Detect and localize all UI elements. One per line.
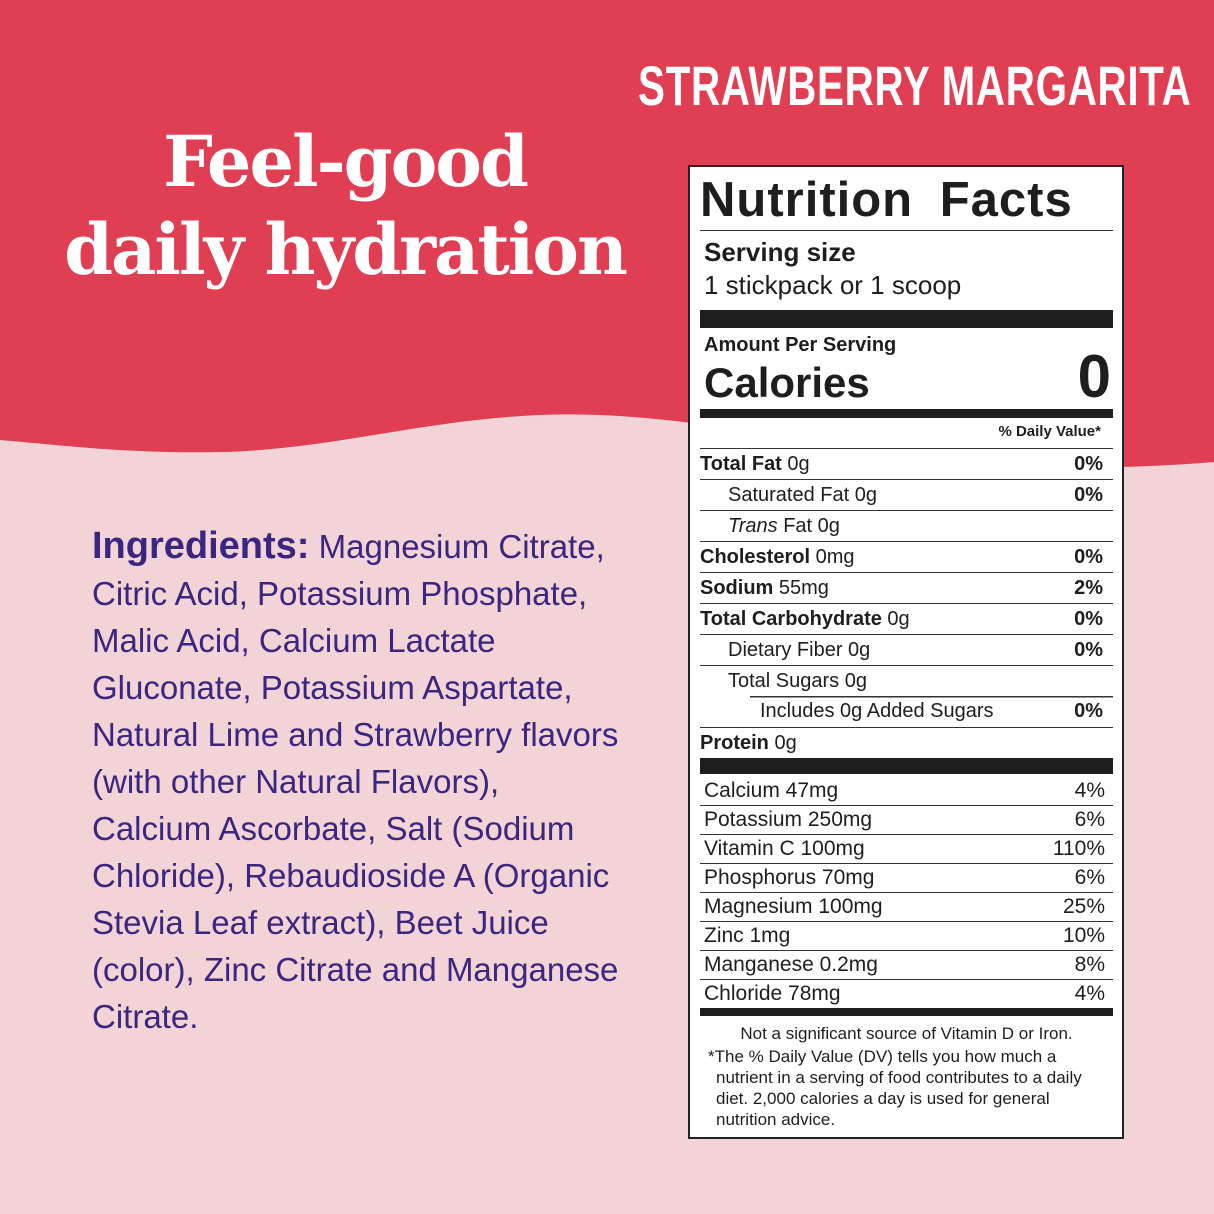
mineral-row: Calcium 47mg 4%	[700, 776, 1113, 805]
mineral-name: Chloride 78mg	[704, 982, 841, 1005]
footnote-daily-value: *The % Daily Value (DV) tells you how mu…	[708, 1047, 1082, 1129]
mineral-name: Phosphorus 70mg	[704, 866, 875, 889]
nutrient-amount: Saturated Fat 0g	[728, 483, 877, 506]
nutrient-amount: 0g	[768, 731, 797, 754]
nutrient-name: Saturated Fat 0g	[728, 484, 877, 507]
mineral-name: Zinc 1mg	[704, 924, 791, 947]
nutrient-name: Dietary Fiber 0g	[728, 639, 870, 662]
mineral-row: Zinc 1mg 10%	[700, 921, 1113, 950]
nutrient-bold-name: Cholesterol	[700, 545, 811, 568]
nutrient-amount: Total Sugars 0g	[728, 669, 867, 692]
mineral-row: Manganese 0.2mg 8%	[700, 950, 1113, 979]
nutrient-daily-value: 0%	[1074, 452, 1103, 475]
headline: Feel-good daily hydration	[40, 118, 650, 294]
headline-line-1: Feel-good	[163, 120, 529, 203]
nutrient-daily-value: 0%	[1074, 483, 1103, 506]
mineral-daily-value: 4%	[1074, 982, 1105, 1005]
nutrition-facts-label: Nutrition Facts Serving size 1 stickpack…	[688, 165, 1124, 1139]
daily-value-header: % Daily Value*	[998, 423, 1101, 440]
headline-line-2: daily hydration	[64, 208, 628, 291]
nutrient-amount: Includes 0g Added Sugars	[760, 700, 994, 722]
mineral-row: Phosphorus 70mg 6%	[700, 863, 1113, 892]
ingredients-list: Magnesium Citrate, Citric Acid, Potassiu…	[92, 528, 619, 1035]
nutrient-row: Trans Fat 0g	[700, 510, 1113, 541]
nutrient-name: Includes 0g Added Sugars	[760, 700, 994, 723]
serving-size-value: 1 stickpack or 1 scoop	[704, 270, 962, 300]
thick-divider	[700, 758, 1113, 774]
thick-divider	[700, 310, 1113, 328]
nutrient-daily-value: 2%	[1074, 576, 1103, 599]
nutrient-amount: 55mg	[773, 576, 829, 599]
mineral-daily-value: 6%	[1074, 808, 1105, 831]
mineral-rows: Calcium 47mg 4% Potassium 250mg 6% Vitamin C…	[700, 776, 1113, 1008]
nutrient-daily-value: 0%	[1074, 700, 1103, 722]
serving-size-label: Serving size	[704, 237, 856, 267]
mineral-daily-value: 110%	[1052, 837, 1105, 860]
mineral-row: Potassium 250mg 6%	[700, 805, 1113, 834]
nutrient-bold-name: Protein	[700, 731, 769, 754]
nutrition-facts-title: Nutrition Facts	[700, 173, 1073, 227]
nutrient-bold-name: Sodium	[700, 576, 774, 599]
nutrient-italic-name: Trans	[728, 514, 778, 537]
nutrient-amount: Fat 0g	[777, 514, 840, 537]
nutrient-row: Includes 0g Added Sugars 0%	[700, 696, 1113, 727]
mineral-name: Calcium 47mg	[704, 778, 839, 802]
nutrient-daily-value: 0%	[1074, 607, 1103, 630]
nutrient-row: Sodium 55mg 2%	[700, 572, 1113, 603]
mineral-daily-value: 8%	[1074, 953, 1105, 976]
mineral-daily-value: 4%	[1074, 778, 1105, 802]
calories-label: Calories	[704, 359, 870, 406]
nutrient-amount: 0g	[881, 607, 910, 630]
footnote-not-significant: Not a significant source of Vitamin D or…	[740, 1024, 1073, 1043]
calories-row: Calories 0	[700, 347, 1113, 407]
nutrient-bold-name: Total Carbohydrate	[700, 607, 882, 630]
nutrient-bold-name: Total Fat	[700, 452, 782, 475]
ingredients-text: Ingredients: Magnesium Citrate, Citric A…	[92, 523, 622, 1040]
nutrient-name: Cholesterol 0mg	[700, 546, 855, 569]
nutrient-row: Protein 0g	[700, 727, 1113, 758]
mineral-row: Vitamin C 100mg 110%	[700, 834, 1113, 863]
mineral-name: Vitamin C 100mg	[704, 837, 865, 860]
nutrient-amount: 0g	[781, 452, 810, 475]
nutrient-amount: Dietary Fiber 0g	[728, 638, 871, 661]
nutrient-row: Total Carbohydrate 0g 0%	[700, 603, 1113, 634]
mineral-name: Potassium 250mg	[704, 808, 873, 831]
divider	[700, 230, 1113, 231]
mineral-name: Magnesium 100mg	[704, 895, 883, 918]
ingredients-label: Ingredients:	[92, 525, 310, 567]
nutrient-name: Trans Fat 0g	[728, 515, 840, 538]
nutrient-name: Total Sugars 0g	[728, 670, 867, 693]
nutrient-daily-value: 0%	[1074, 545, 1103, 568]
nutrient-rows: Total Fat 0g 0% Saturated Fat 0g 0% Trans Fa…	[700, 448, 1113, 758]
nutrient-row: Dietary Fiber 0g 0%	[700, 634, 1113, 665]
mineral-row: Chloride 78mg 4%	[700, 979, 1113, 1008]
mineral-row: Magnesium 100mg 25%	[700, 892, 1113, 921]
nutrient-name: Total Carbohydrate 0g	[700, 608, 910, 631]
mineral-daily-value: 10%	[1062, 924, 1105, 947]
nutrient-row: Cholesterol 0mg 0%	[700, 541, 1113, 572]
nutrient-amount: 0mg	[810, 545, 855, 568]
nutrient-name: Protein 0g	[700, 732, 797, 755]
thick-divider	[700, 409, 1113, 418]
amount-per-serving: Amount Per Serving	[704, 334, 897, 356]
nutrient-row: Total Sugars 0g	[700, 665, 1113, 696]
nutrient-row: Total Fat 0g 0%	[700, 448, 1113, 479]
flavor-name: STRAWBERRY MARGARITA	[638, 54, 1192, 117]
mineral-daily-value: 6%	[1074, 866, 1105, 889]
nutrient-daily-value: 0%	[1074, 638, 1103, 661]
calories-value: 0	[1077, 343, 1111, 410]
mineral-name: Manganese 0.2mg	[704, 953, 878, 976]
nutrient-row: Saturated Fat 0g 0%	[700, 479, 1113, 510]
nutrient-name: Sodium 55mg	[700, 577, 829, 600]
nutrient-name: Total Fat 0g	[700, 453, 810, 476]
mineral-daily-value: 25%	[1062, 895, 1105, 918]
thick-divider	[700, 1008, 1113, 1016]
